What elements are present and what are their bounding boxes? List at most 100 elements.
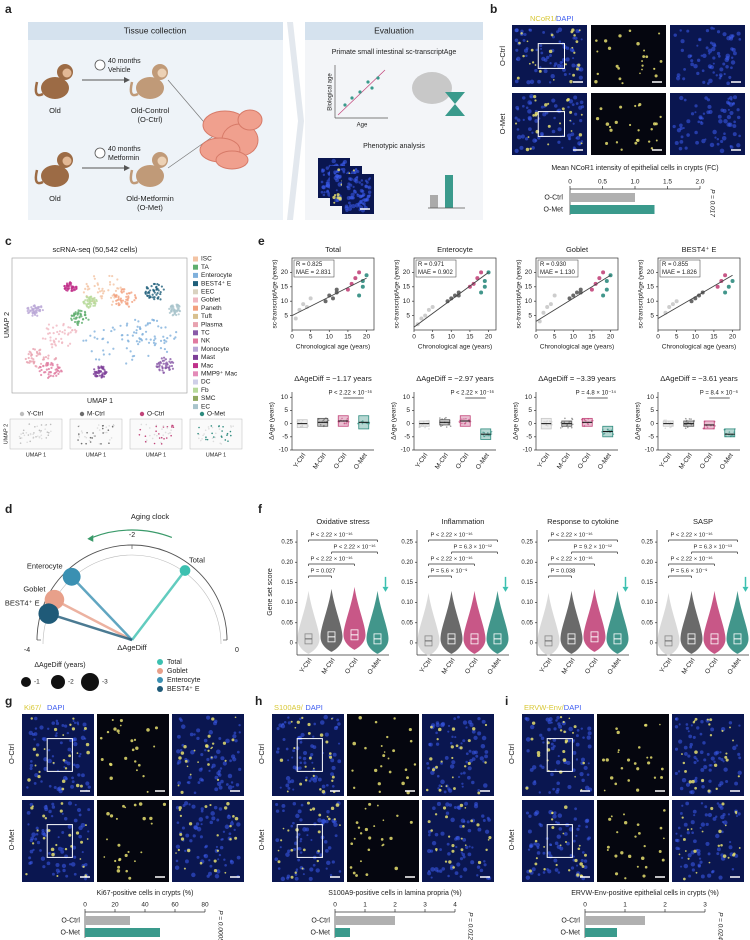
umap-cell [71, 314, 74, 318]
violin [417, 592, 440, 656]
nucleus [542, 741, 545, 744]
nucleus [708, 779, 712, 783]
clock-point [62, 567, 81, 586]
signal [187, 848, 191, 853]
umap-cell [93, 330, 96, 333]
nucleus [68, 863, 72, 866]
nucleus [435, 731, 438, 735]
signal [570, 30, 574, 34]
mini-cell [218, 428, 221, 430]
nucleus [321, 185, 326, 190]
nucleus [728, 721, 733, 725]
nucleus [218, 807, 223, 811]
umap-cell [111, 300, 115, 303]
nucleus [43, 757, 48, 762]
umap-cell [34, 364, 37, 368]
signal [628, 29, 632, 33]
label: Old-Metformin [126, 194, 174, 203]
nucleus [528, 28, 533, 32]
signal [655, 139, 658, 142]
panel-label: e [258, 234, 265, 248]
signal [701, 830, 704, 833]
mini-cell [197, 432, 199, 435]
nucleus [287, 786, 291, 790]
nucleus [725, 779, 729, 784]
stain-label: ERVW-Env/ [524, 703, 565, 712]
y-tick-label: 0.25 [281, 540, 293, 546]
nucleus [82, 722, 87, 727]
umap-cell [51, 364, 54, 367]
signal [633, 762, 637, 765]
umap-cell [166, 363, 169, 366]
nucleus [575, 734, 579, 738]
signal [647, 140, 651, 143]
signal [103, 856, 106, 858]
signal [442, 806, 447, 810]
signal [401, 781, 405, 786]
signal [197, 761, 199, 764]
umap-cell [103, 371, 106, 374]
nucleus [525, 54, 528, 58]
jitter [445, 416, 447, 419]
nucleus [728, 840, 732, 844]
y-tick-label: 0.10 [521, 600, 533, 606]
nucleus [55, 719, 59, 723]
mini-cell [22, 432, 24, 434]
umap-cell [164, 366, 167, 369]
nucleus [435, 721, 440, 725]
point [426, 307, 431, 312]
signal [352, 871, 356, 875]
nucleus [694, 776, 698, 780]
umap-cell [40, 368, 43, 372]
signal [229, 838, 232, 841]
umap-cell [74, 312, 77, 315]
nucleus [230, 781, 234, 784]
jitter [361, 420, 364, 422]
signal [224, 759, 227, 762]
chart-title: Ki67-positive cells in crypts (%) [97, 890, 194, 897]
nucleus [214, 719, 218, 724]
umap-cell [54, 357, 57, 361]
stat-text: R = 0.855 [662, 262, 689, 268]
legend-label: Enterocyte [201, 272, 232, 279]
umap-cell [56, 330, 59, 334]
mini-cell [204, 429, 207, 432]
nucleus [686, 29, 690, 33]
nucleus [204, 844, 208, 848]
mini-cell [105, 431, 108, 434]
signal [682, 761, 686, 765]
umap-cell [42, 371, 46, 374]
signal [373, 768, 378, 773]
umap-cell [170, 308, 174, 312]
signal [522, 54, 525, 58]
signal [308, 756, 312, 760]
umap-cell [100, 295, 104, 298]
nucleus [174, 865, 180, 870]
nucleus [208, 871, 212, 876]
signal [134, 860, 136, 863]
jitter [543, 420, 545, 423]
nucleus [717, 114, 722, 119]
spoke [48, 612, 133, 642]
x-tick-label: 0 [412, 334, 416, 341]
umap-cell [102, 353, 105, 356]
nucleus [203, 853, 209, 859]
mini-cell [203, 433, 205, 435]
y-tick-label: 20 [525, 269, 533, 276]
nucleus [51, 805, 56, 809]
mini-cell [85, 442, 87, 445]
mini-cell [158, 433, 160, 435]
signal [106, 838, 108, 841]
nucleus [292, 765, 297, 770]
category-label: O-Met [561, 929, 581, 936]
mini-cell [34, 425, 36, 428]
umap-cell [97, 372, 100, 375]
monkey-face [62, 68, 72, 78]
umap-cell [36, 314, 39, 317]
signal [331, 775, 335, 779]
nucleus [200, 823, 203, 826]
signal [701, 778, 705, 783]
legend-label: Enterocyte [167, 677, 201, 684]
nucleus [730, 66, 733, 70]
umap-cell [27, 311, 30, 315]
